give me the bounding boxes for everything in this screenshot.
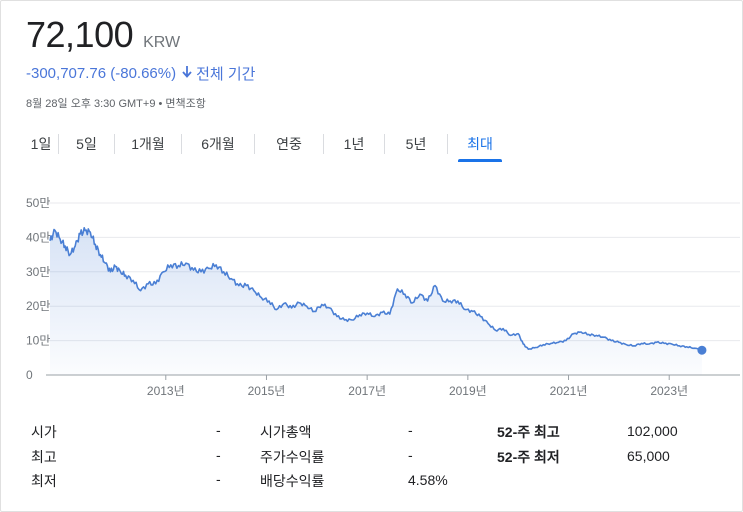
tab-ytd[interactable]: 연중 [255,124,323,162]
y-tick-label: 10만 [26,334,50,348]
y-tick-label: 20만 [26,299,50,313]
tab-label: 1년 [343,136,365,152]
stat-52w-low-label: 52-주 최저 [497,449,560,465]
tab-1d[interactable]: 1일 [24,124,58,162]
tab-label: 최대 [467,136,493,152]
y-tick-label: 40만 [26,230,50,244]
stat-open-value: - [216,422,221,438]
tab-label: 5년 [405,136,427,152]
timestamp-disclaimer: 8월 28일 오후 3:30 GMT+9 • 면책조항 [26,98,206,110]
stat-52w-high-label: 52-주 최고 [497,424,560,440]
stat-market-cap-value: - [408,422,413,438]
tab-1y[interactable]: 1년 [324,124,384,162]
stat-low-label: 최저 [31,473,57,489]
x-tick-label: 2023년 [650,384,688,398]
y-tick-label: 50만 [26,196,50,210]
tab-max[interactable]: 최대 [458,124,502,162]
price-header: 72,100 KRW [26,14,180,56]
price-chart: 0 10만 20만 30만 40만 50만 2013년 2015년 2017년 2019년 202… [26,196,740,398]
y-tick-label: 30만 [26,265,50,279]
tab-1m[interactable]: 1개월 [115,124,181,162]
tab-5y[interactable]: 5년 [385,124,447,162]
stat-dividend-value: 4.58% [408,472,448,488]
x-tick-label: 2019년 [449,384,487,398]
stat-high-label: 최고 [31,449,57,465]
x-tick-label: 2013년 [147,384,185,398]
stat-open-label: 시가 [31,424,57,440]
stat-dividend-label: 배당수익률 [260,473,325,489]
change-range-label: 전체 기간 [196,66,256,83]
currency-code: KRW [143,34,181,51]
x-tick-label: 2021년 [550,384,588,398]
x-tick-label: 2017년 [348,384,386,398]
price-change: -300,707.76 (-80.66%) [26,65,177,82]
tab-label: 6개월 [201,136,235,152]
price-area [50,227,702,375]
stat-52w-high-value: 102,000 [627,423,678,439]
stat-pe-label: 주가수익률 [260,449,325,465]
tab-label: 1일 [30,136,52,152]
range-tabs: 1일 5일 1개월 6개월 연중 1년 5년 최대 [24,124,502,162]
stat-high-value: - [216,447,221,463]
stat-market-cap-label: 시가총액 [260,424,312,440]
arrow-down-icon [182,65,192,82]
tab-label: 연중 [276,136,302,152]
tab-6m[interactable]: 6개월 [182,124,254,162]
tab-5d[interactable]: 5일 [59,124,114,162]
last-price-marker [697,345,707,355]
current-price: 72,100 [26,14,134,55]
tab-label: 1개월 [131,136,165,152]
price-line [49,227,703,351]
stat-low-value: - [216,471,221,487]
tab-label: 5일 [76,136,97,152]
stat-52w-low-value: 65,000 [627,448,670,464]
y-tick-label: 0 [26,368,33,382]
price-change-row: -300,707.76 (-80.66%) 전체 기간 [26,63,255,84]
x-tick-label: 2015년 [248,384,286,398]
stat-pe-value: - [408,447,413,463]
